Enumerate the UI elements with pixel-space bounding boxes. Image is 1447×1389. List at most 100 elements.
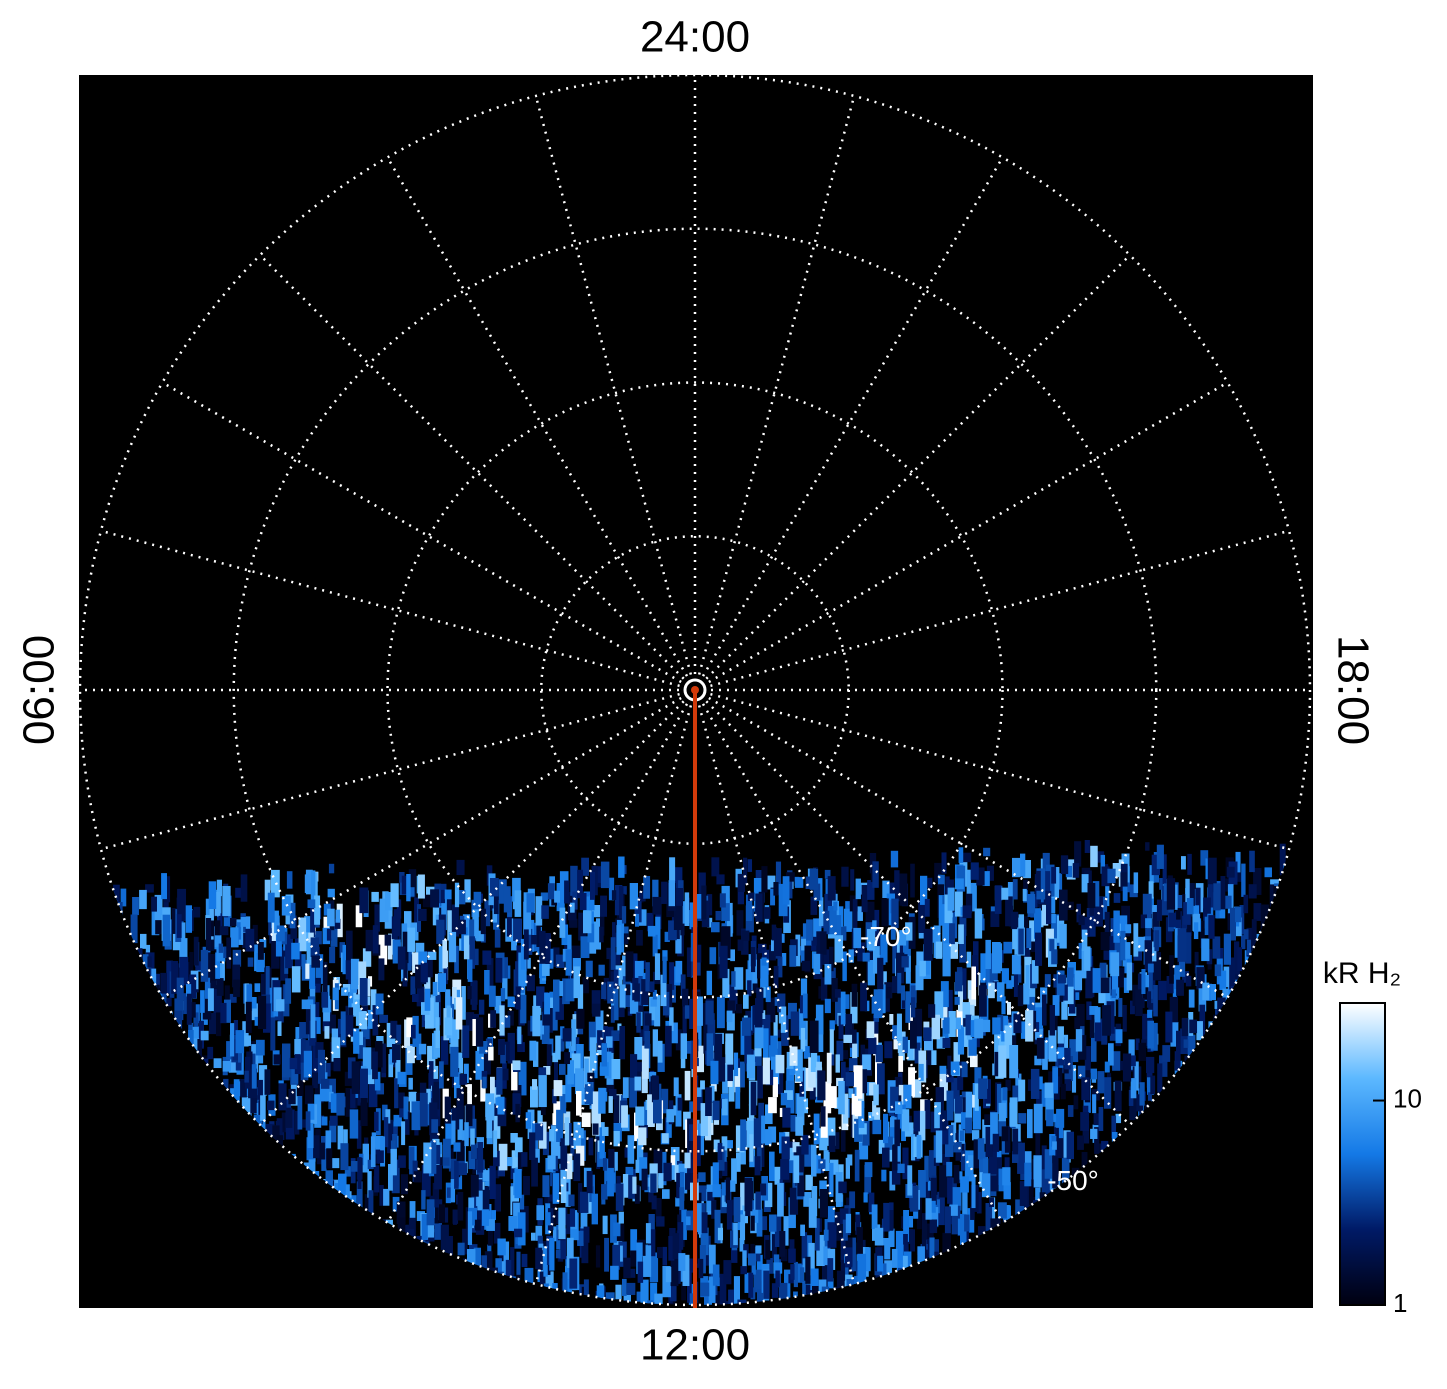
emission-pixel [654, 1293, 663, 1305]
emission-pixel [699, 1212, 708, 1234]
emission-pixel [1097, 1071, 1105, 1094]
emission-pixel [1123, 977, 1130, 993]
emission-pixel [506, 907, 512, 937]
emission-pixel [973, 1139, 981, 1169]
emission-pixel [787, 870, 793, 899]
emission-pixel [585, 960, 593, 978]
emission-pixel [553, 1101, 561, 1117]
emission-pixel [1051, 866, 1057, 884]
emission-pixel [735, 1125, 745, 1153]
emission-pixel [666, 1121, 672, 1138]
emission-pixel [1018, 914, 1025, 934]
emission-pixel [552, 1173, 560, 1204]
emission-pixel [618, 856, 625, 878]
emission-pixel [755, 893, 763, 922]
emission-pixel [530, 1086, 538, 1108]
emission-pixel [992, 1133, 1000, 1152]
emission-pixel [1233, 917, 1242, 937]
emission-pixel [463, 1063, 469, 1083]
emission-pixel [884, 1041, 893, 1059]
emission-pixel [1062, 1130, 1071, 1163]
emission-pixel [273, 1054, 281, 1065]
emission-pixel [965, 1091, 973, 1122]
emission-pixel [475, 1017, 484, 1047]
emission-pixel [962, 1002, 971, 1028]
emission-pixel [902, 1036, 908, 1054]
emission-pixel [968, 1037, 977, 1056]
emission-pixel [656, 1216, 665, 1227]
emission-pixel [930, 1177, 937, 1205]
emission-pixel [345, 1005, 351, 1017]
emission-pixel [545, 933, 551, 964]
emission-pixel [345, 960, 351, 980]
emission-pixel [512, 877, 521, 902]
emission-pixel [448, 1158, 458, 1172]
emission-pixel [1007, 1002, 1012, 1015]
emission-pixel [748, 1104, 755, 1137]
emission-pixel [1112, 1051, 1121, 1071]
emission-pixel [711, 857, 720, 877]
emission-pixel [942, 1308, 948, 1331]
emission-pixel [669, 1007, 674, 1032]
emission-pixel [314, 895, 321, 925]
emission-pixel [514, 1169, 522, 1199]
emission-pixel [815, 1018, 824, 1053]
emission-pixel [521, 1253, 528, 1268]
emission-pixel [937, 1191, 945, 1226]
emission-pixel [535, 1247, 543, 1270]
emission-pixel [565, 949, 572, 976]
emission-pixel [689, 902, 697, 930]
emission-pixel [1001, 887, 1009, 900]
emission-pixel [970, 882, 977, 912]
emission-pixel [424, 988, 431, 1011]
emission-pixel [989, 1175, 999, 1192]
emission-pixel [682, 1041, 692, 1054]
emission-pixel [376, 1036, 384, 1045]
emission-pixel [1108, 1043, 1114, 1066]
emission-pixel [1042, 1040, 1048, 1070]
emission-pixel [1001, 1126, 1008, 1142]
emission-pixel [265, 966, 270, 996]
emission-pixel [427, 951, 437, 960]
emission-pixel [695, 894, 702, 919]
emission-pixel [896, 1142, 901, 1167]
emission-pixel [611, 1030, 620, 1041]
emission-pixel [357, 1031, 364, 1046]
emission-pixel [655, 1198, 662, 1223]
emission-pixel [602, 1158, 608, 1171]
emission-pixel [1099, 896, 1108, 920]
emission-pixel [479, 1041, 488, 1054]
emission-pixel [1102, 1005, 1111, 1036]
emission-pixel [1078, 942, 1083, 959]
emission-pixel [1168, 912, 1178, 928]
emission-pixel [285, 978, 292, 1004]
emission-pixel [823, 1229, 829, 1241]
emission-pixel [749, 1200, 757, 1217]
emission-pixel [272, 1125, 280, 1146]
emission-pixel [186, 984, 192, 997]
emission-pixel [207, 1046, 214, 1060]
emission-pixel [612, 922, 620, 947]
emission-pixel [482, 1076, 487, 1089]
emission-pixel [829, 1029, 834, 1055]
emission-pixel [835, 1132, 840, 1150]
emission-pixel [1148, 881, 1154, 899]
emission-pixel [559, 1063, 566, 1075]
emission-pixel [824, 964, 832, 985]
emission-pixel [711, 922, 720, 933]
emission-pixel [998, 1168, 1005, 1192]
emission-pixel [634, 1112, 639, 1142]
emission-pixel [637, 1261, 644, 1283]
emission-pixel [756, 1065, 763, 1099]
emission-pixel [1049, 1005, 1055, 1036]
emission-pixel [359, 887, 369, 914]
emission-pixel [891, 1161, 901, 1185]
emission-pixel [326, 1148, 333, 1169]
emission-pixel [1229, 957, 1236, 990]
emission-pixel [266, 1100, 275, 1111]
emission-pixel [890, 1086, 899, 1111]
emission-pixel [788, 1002, 797, 1020]
emission-pixel [314, 1017, 321, 1034]
emission-pixel [589, 895, 595, 911]
emission-pixel [882, 1147, 890, 1168]
